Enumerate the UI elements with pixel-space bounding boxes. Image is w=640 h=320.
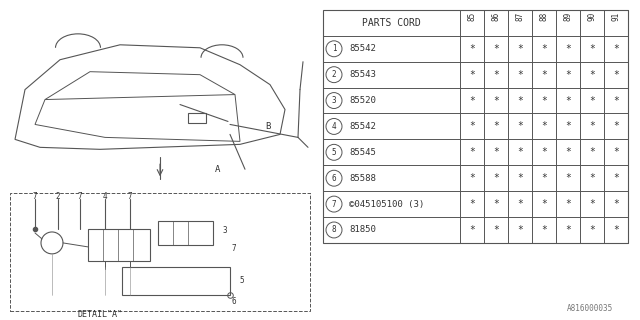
Text: *: * xyxy=(517,70,523,80)
Text: *: * xyxy=(493,121,499,132)
Text: *: * xyxy=(517,225,523,235)
Text: *: * xyxy=(469,173,475,183)
Text: 88: 88 xyxy=(540,12,548,21)
Text: *: * xyxy=(469,121,475,132)
Text: *: * xyxy=(493,225,499,235)
Text: *: * xyxy=(541,225,547,235)
Text: *: * xyxy=(613,147,619,157)
Text: *: * xyxy=(565,173,571,183)
Text: 85542: 85542 xyxy=(349,44,376,53)
Text: *: * xyxy=(613,70,619,80)
Text: B: B xyxy=(266,122,271,131)
Text: *: * xyxy=(613,225,619,235)
Text: *: * xyxy=(517,173,523,183)
Text: *: * xyxy=(517,121,523,132)
Text: *: * xyxy=(541,199,547,209)
Text: *: * xyxy=(517,147,523,157)
Text: *: * xyxy=(589,199,595,209)
Text: 86: 86 xyxy=(492,12,500,21)
Text: *: * xyxy=(541,147,547,157)
Text: *: * xyxy=(493,96,499,106)
Text: *: * xyxy=(565,121,571,132)
Text: *: * xyxy=(589,70,595,80)
Text: *: * xyxy=(541,173,547,183)
Text: A816000035: A816000035 xyxy=(567,304,613,313)
Text: *: * xyxy=(589,96,595,106)
Text: 4: 4 xyxy=(102,192,108,201)
Text: 89: 89 xyxy=(563,12,573,21)
Text: *: * xyxy=(541,96,547,106)
Text: *: * xyxy=(469,199,475,209)
Text: 4: 4 xyxy=(332,122,336,131)
Text: 1: 1 xyxy=(332,44,336,53)
Text: *: * xyxy=(493,147,499,157)
Text: A: A xyxy=(215,165,221,174)
Text: 85588: 85588 xyxy=(349,174,376,183)
Text: *: * xyxy=(565,96,571,106)
Text: *: * xyxy=(565,147,571,157)
Text: *: * xyxy=(541,121,547,132)
Text: DETAIL"A": DETAIL"A" xyxy=(77,310,122,319)
Text: *: * xyxy=(493,44,499,54)
Text: *: * xyxy=(613,173,619,183)
Text: *: * xyxy=(613,199,619,209)
Text: 7: 7 xyxy=(232,244,236,253)
Text: *: * xyxy=(565,199,571,209)
Text: 85: 85 xyxy=(467,12,477,21)
Text: 8: 8 xyxy=(332,226,336,235)
Text: 85545: 85545 xyxy=(349,148,376,157)
Text: *: * xyxy=(589,44,595,54)
Text: *: * xyxy=(469,44,475,54)
Text: *: * xyxy=(589,121,595,132)
Text: 7: 7 xyxy=(128,192,132,201)
Text: 3: 3 xyxy=(223,227,227,236)
Text: 91: 91 xyxy=(611,12,621,21)
Text: *: * xyxy=(517,96,523,106)
Text: *: * xyxy=(517,199,523,209)
Text: 7: 7 xyxy=(332,200,336,209)
Text: *: * xyxy=(493,70,499,80)
Text: *: * xyxy=(589,225,595,235)
Text: 6: 6 xyxy=(332,174,336,183)
Bar xyxy=(323,10,628,243)
Text: *: * xyxy=(469,225,475,235)
Text: 5: 5 xyxy=(240,276,244,285)
Text: 6: 6 xyxy=(232,297,236,306)
Text: *: * xyxy=(517,44,523,54)
Text: 81850: 81850 xyxy=(349,226,376,235)
Text: 5: 5 xyxy=(332,148,336,157)
Text: *: * xyxy=(541,70,547,80)
Text: *: * xyxy=(469,147,475,157)
Text: *: * xyxy=(589,173,595,183)
Text: 2: 2 xyxy=(56,192,60,201)
Text: *: * xyxy=(613,44,619,54)
Text: *: * xyxy=(469,96,475,106)
Text: *: * xyxy=(493,173,499,183)
Text: 85542: 85542 xyxy=(349,122,376,131)
Text: *: * xyxy=(589,147,595,157)
Text: *: * xyxy=(541,44,547,54)
Text: 85543: 85543 xyxy=(349,70,376,79)
Text: 87: 87 xyxy=(515,12,525,21)
Text: 3: 3 xyxy=(332,96,336,105)
Text: PARTS CORD: PARTS CORD xyxy=(362,18,421,28)
Text: *: * xyxy=(613,96,619,106)
Text: *: * xyxy=(565,225,571,235)
Text: 2: 2 xyxy=(332,70,336,79)
Text: 90: 90 xyxy=(588,12,596,21)
Text: *: * xyxy=(565,44,571,54)
Text: 7: 7 xyxy=(33,192,37,201)
Text: 85520: 85520 xyxy=(349,96,376,105)
Text: ©045105100 (3): ©045105100 (3) xyxy=(349,200,424,209)
Text: 7: 7 xyxy=(77,192,83,201)
Text: *: * xyxy=(565,70,571,80)
Text: *: * xyxy=(493,199,499,209)
Text: *: * xyxy=(613,121,619,132)
Text: *: * xyxy=(469,70,475,80)
